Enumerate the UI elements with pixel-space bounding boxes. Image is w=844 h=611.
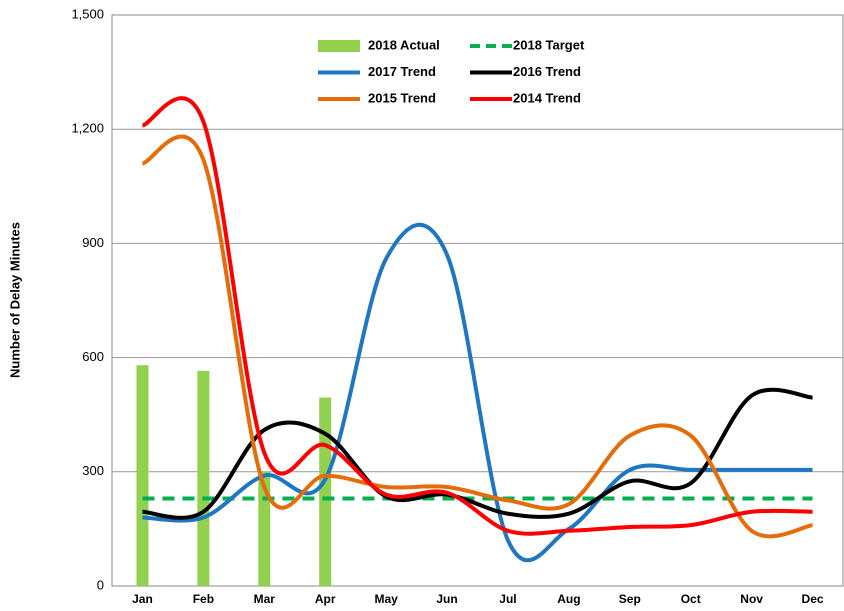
legend-label: 2018 Target: [513, 37, 585, 52]
x-tick-label: Apr: [315, 592, 336, 606]
legend-label: 2017 Trend: [368, 64, 436, 79]
bar: [197, 370, 210, 586]
x-tick-label: Aug: [557, 592, 580, 606]
bar: [136, 365, 149, 586]
x-tick-label: May: [374, 592, 398, 606]
y-tick-label: 1,200: [71, 121, 104, 136]
legend-label: 2014 Trend: [513, 90, 581, 105]
plot-border: [111, 14, 844, 587]
legend-label: 2018 Actual: [368, 37, 440, 52]
x-tick-label: Mar: [254, 592, 276, 606]
legend-label: 2016 Trend: [513, 64, 581, 79]
legend-label: 2015 Trend: [368, 90, 436, 105]
x-tick-label: Feb: [193, 592, 214, 606]
line: [141, 96, 813, 536]
legend-swatch: [318, 40, 360, 52]
bar: [319, 397, 332, 586]
x-tick-label: Oct: [681, 592, 701, 606]
x-tick-label: Nov: [740, 592, 763, 606]
x-tick-label: Sep: [619, 592, 641, 606]
x-tick-label: Jan: [132, 592, 153, 606]
line: [141, 134, 813, 539]
y-tick-label: 300: [82, 463, 104, 478]
y-tick-label: 600: [82, 349, 104, 364]
y-axis-label: Number of Delay Minutes: [7, 222, 22, 378]
x-tick-label: Jun: [436, 592, 457, 606]
x-tick-label: Dec: [802, 592, 824, 606]
line: [142, 222, 813, 563]
y-tick-label: 1,500: [71, 6, 104, 21]
y-tick-label: 0: [97, 577, 104, 592]
y-tick-label: 900: [82, 235, 104, 250]
x-tick-label: Jul: [499, 592, 516, 606]
